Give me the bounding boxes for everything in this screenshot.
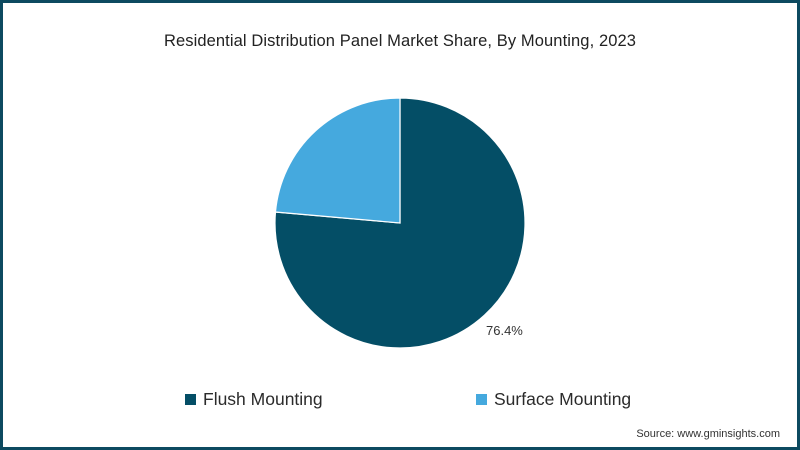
legend-item-surface-mounting: Surface Mounting [476, 389, 631, 410]
legend-label-flush-mounting: Flush Mounting [203, 389, 323, 409]
data-label-flush-mounting: 76.4% [486, 323, 523, 338]
chart-title: Residential Distribution Panel Market Sh… [163, 32, 637, 50]
legend-item-flush-mounting: Flush Mounting [185, 389, 323, 410]
legend-swatch-surface-mounting [476, 394, 487, 405]
pie-slice-surface-mounting [274, 97, 401, 224]
pie-slice-flush-mounting [274, 97, 526, 349]
source-note: Source: www.gminsights.com [636, 428, 780, 440]
legend-swatch-flush-mounting [185, 394, 196, 405]
legend-label-surface-mounting: Surface Mounting [494, 389, 632, 409]
